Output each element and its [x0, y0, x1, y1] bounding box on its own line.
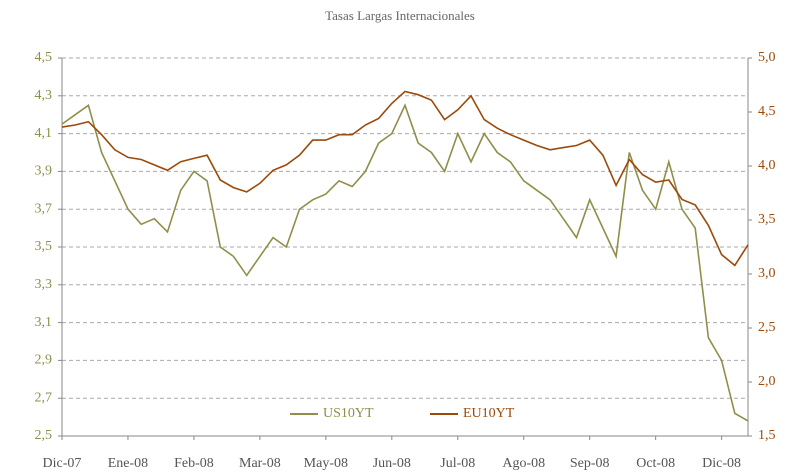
y2-tick-label: 3,5: [758, 212, 776, 227]
x-tick-label: Jun-08: [373, 456, 411, 471]
y-tick-label: 3,9: [35, 164, 53, 179]
y2-tick-label: 1,5: [758, 428, 776, 443]
x-tick-label: Oct-08: [636, 456, 675, 471]
legend-label: EU10YT: [463, 406, 515, 421]
x-tick-label: Dic-08: [702, 456, 741, 471]
series-line: [61, 90, 749, 267]
y-tick-label: 3,1: [35, 315, 53, 330]
y2-tick-label: 2,0: [758, 374, 776, 389]
y-tick-label: 2,7: [35, 390, 53, 405]
x-tick-label: Feb-08: [174, 456, 214, 471]
chart-title: Tasas Largas Internacionales: [325, 8, 475, 23]
y-tick-label: 4,5: [35, 50, 53, 65]
y-tick-label: 3,5: [35, 239, 53, 254]
x-tick-label: Mar-08: [239, 456, 281, 471]
x-tick-label: May-08: [304, 456, 348, 471]
y-tick-label: 3,7: [35, 201, 53, 216]
x-tick-label: Jul-08: [440, 456, 475, 471]
y2-tick-label: 4,5: [758, 104, 776, 119]
y-tick-label: 4,1: [35, 126, 53, 141]
x-tick-label: Ago-08: [502, 456, 545, 471]
x-tick-label: Sep-08: [570, 456, 610, 471]
y2-tick-label: 5,0: [758, 50, 776, 65]
y2-tick-label: 3,0: [758, 266, 776, 281]
y-tick-label: 3,3: [35, 277, 53, 292]
y2-tick-label: 4,0: [758, 158, 776, 173]
y-tick-label: 2,9: [35, 353, 53, 368]
x-tick-label: Ene-08: [108, 456, 148, 471]
series-line: [61, 103, 749, 422]
y-tick-label: 2,5: [35, 428, 53, 443]
y-tick-label: 4,3: [35, 88, 53, 103]
x-tick-label: Dic-07: [43, 456, 82, 471]
legend-label: US10YT: [323, 406, 374, 421]
y2-tick-label: 2,5: [758, 320, 776, 335]
